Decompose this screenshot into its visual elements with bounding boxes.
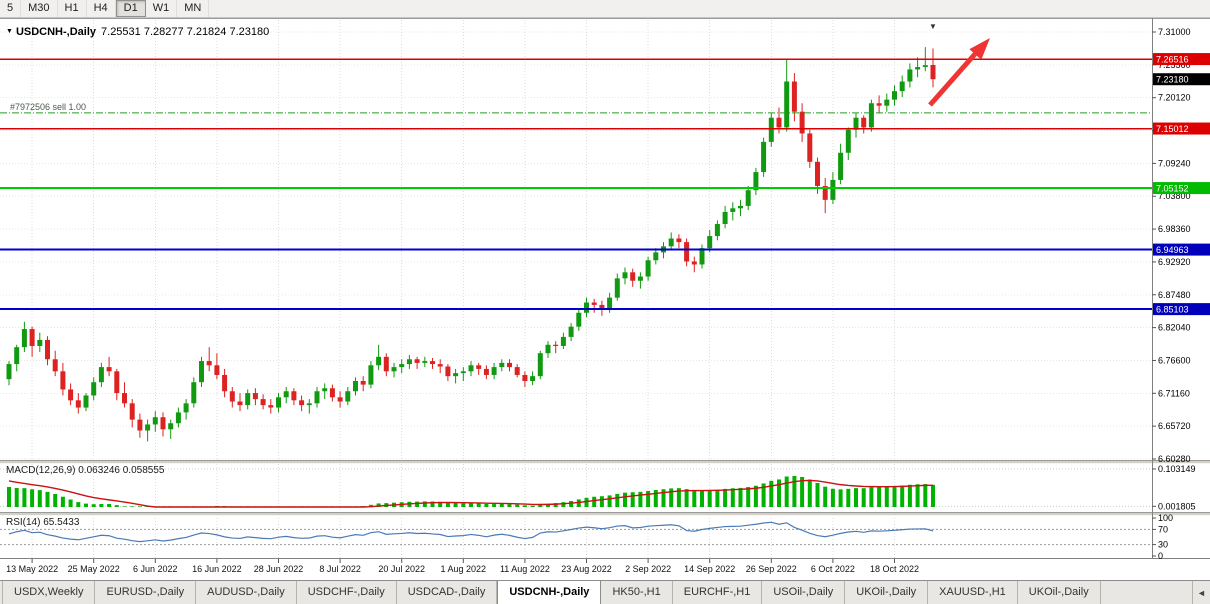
tab-usdchf-daily[interactable]: USDCHF-,Daily — [297, 581, 397, 604]
svg-text:7.23180: 7.23180 — [1156, 75, 1189, 85]
svg-text:6.94963: 6.94963 — [1156, 245, 1189, 255]
svg-text:11 Aug 2022: 11 Aug 2022 — [500, 564, 550, 574]
svg-text:7.31000: 7.31000 — [1158, 27, 1191, 37]
tab-eurusd-daily[interactable]: EURUSD-,Daily — [95, 581, 197, 604]
svg-text:23 Aug 2022: 23 Aug 2022 — [561, 564, 612, 574]
svg-text:6.87480: 6.87480 — [1158, 290, 1191, 300]
tab-eurchf-h1[interactable]: EURCHF-,H1 — [673, 581, 763, 604]
tab-usdcnh-daily[interactable]: USDCNH-,Daily — [497, 581, 602, 604]
rsi-line — [8, 521, 934, 543]
panel-divider[interactable] — [0, 460, 1210, 464]
macd-histogram — [7, 475, 935, 507]
svg-text:7.03800: 7.03800 — [1158, 191, 1191, 201]
svg-text:16 Jun 2022: 16 Jun 2022 — [192, 564, 242, 574]
svg-text:7.15012: 7.15012 — [1156, 124, 1189, 134]
scroll-left-icon: ◄ — [1197, 587, 1206, 598]
tab-usdx-weekly[interactable]: USDX,Weekly — [2, 581, 96, 604]
svg-text:6.92920: 6.92920 — [1158, 257, 1191, 267]
svg-text:6.82040: 6.82040 — [1158, 323, 1191, 333]
svg-text:18 Oct 2022: 18 Oct 2022 — [870, 564, 919, 574]
date-axis: 13 May 2022 25 May 2022 6 Jun 2022 16 Jun 2… — [6, 559, 919, 574]
svg-text:20 Jul 2022: 20 Jul 2022 — [378, 564, 425, 574]
timeframe-button-h1[interactable]: H1 — [58, 0, 87, 17]
trend-arrow-annotation[interactable] — [928, 38, 990, 107]
svg-text:6.98360: 6.98360 — [1158, 224, 1191, 234]
chart-background — [0, 18, 1210, 580]
svg-text:6.76600: 6.76600 — [1158, 355, 1191, 365]
svg-text:7.26516: 7.26516 — [1156, 55, 1189, 65]
timeframe-toolbar: 5 M30 H1 H4 D1 W1 MN — [0, 0, 1210, 18]
svg-text:26 Sep 2022: 26 Sep 2022 — [746, 564, 797, 574]
tab-ukoil-daily[interactable]: UKOil-,Daily — [1018, 581, 1101, 604]
svg-text:6.85103: 6.85103 — [1156, 305, 1189, 315]
svg-text:7.05152: 7.05152 — [1156, 184, 1189, 194]
chart-tab-bar: USDX,Weekly EURUSD-,Daily AUDUSD-,Daily USD… — [0, 580, 1210, 604]
svg-text:6 Oct 2022: 6 Oct 2022 — [811, 564, 855, 574]
svg-text:2 Sep 2022: 2 Sep 2022 — [625, 564, 671, 574]
svg-text:0.103149: 0.103149 — [1158, 464, 1196, 474]
chart-window: ▼7.310007.255607.201207.146807.092407.03… — [0, 18, 1210, 580]
timeframe-button-w1[interactable]: W1 — [146, 0, 178, 17]
svg-text:7.20120: 7.20120 — [1158, 93, 1191, 103]
svg-text:6.65720: 6.65720 — [1158, 421, 1191, 431]
svg-text:8 Jul 2022: 8 Jul 2022 — [319, 564, 361, 574]
chart-tabs: USDX,Weekly EURUSD-,Daily AUDUSD-,Daily USD… — [0, 581, 1190, 604]
svg-text:0: 0 — [1158, 551, 1163, 561]
svg-text:28 Jun 2022: 28 Jun 2022 — [254, 564, 304, 574]
tab-ukoil-daily[interactable]: UKOil-,Daily — [845, 581, 929, 604]
svg-text:0.001805: 0.001805 — [1158, 501, 1196, 511]
tab-audusd-daily[interactable]: AUDUSD-,Daily — [196, 581, 297, 604]
tab-usdcad-daily[interactable]: USDCAD-,Daily — [397, 581, 498, 604]
timeframe-button-h4[interactable]: H4 — [87, 0, 116, 17]
svg-text:1 Aug 2022: 1 Aug 2022 — [441, 564, 487, 574]
svg-text:13 May 2022: 13 May 2022 — [6, 564, 58, 574]
svg-text:6 Jun 2022: 6 Jun 2022 — [133, 564, 178, 574]
shift-marker-icon: ▼ — [929, 22, 937, 31]
svg-text:6.60280: 6.60280 — [1158, 454, 1191, 464]
tab-xauusd-h1[interactable]: XAUUSD-,H1 — [928, 581, 1018, 604]
svg-text:7.09240: 7.09240 — [1158, 158, 1191, 168]
timeframe-button-d1[interactable]: D1 — [115, 0, 146, 17]
tab-hk50-h1[interactable]: HK50-,H1 — [601, 581, 673, 604]
timeframe-button-m30[interactable]: M30 — [21, 0, 58, 17]
svg-text:6.71160: 6.71160 — [1158, 388, 1190, 398]
macd-signal-line — [8, 479, 934, 508]
panel-divider[interactable] — [0, 512, 1210, 516]
timeframe-button-mn[interactable]: MN — [177, 0, 210, 17]
candlestick-series — [6, 47, 936, 442]
svg-text:25 May 2022: 25 May 2022 — [68, 564, 120, 574]
tab-usoil-daily[interactable]: USOil-,Daily — [762, 581, 846, 604]
price-tags: 7.26516 7.23180 7.15012 7.05152 6.94963 6.851… — [1153, 53, 1210, 316]
chart-canvas[interactable]: ▼7.310007.255607.201207.146807.092407.03… — [0, 18, 1210, 580]
timeframe-button-5[interactable]: 5 — [0, 0, 22, 17]
svg-text:14 Sep 2022: 14 Sep 2022 — [684, 564, 735, 574]
svg-text:100: 100 — [1158, 513, 1173, 523]
svg-text:70: 70 — [1158, 524, 1168, 534]
svg-text:30: 30 — [1158, 540, 1168, 550]
tabs-scroll-left-button[interactable]: ◄ — [1192, 581, 1210, 604]
